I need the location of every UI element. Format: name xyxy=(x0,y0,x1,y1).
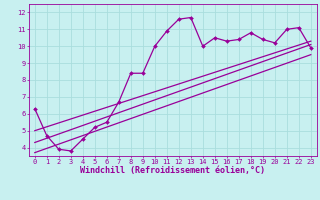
X-axis label: Windchill (Refroidissement éolien,°C): Windchill (Refroidissement éolien,°C) xyxy=(80,166,265,175)
